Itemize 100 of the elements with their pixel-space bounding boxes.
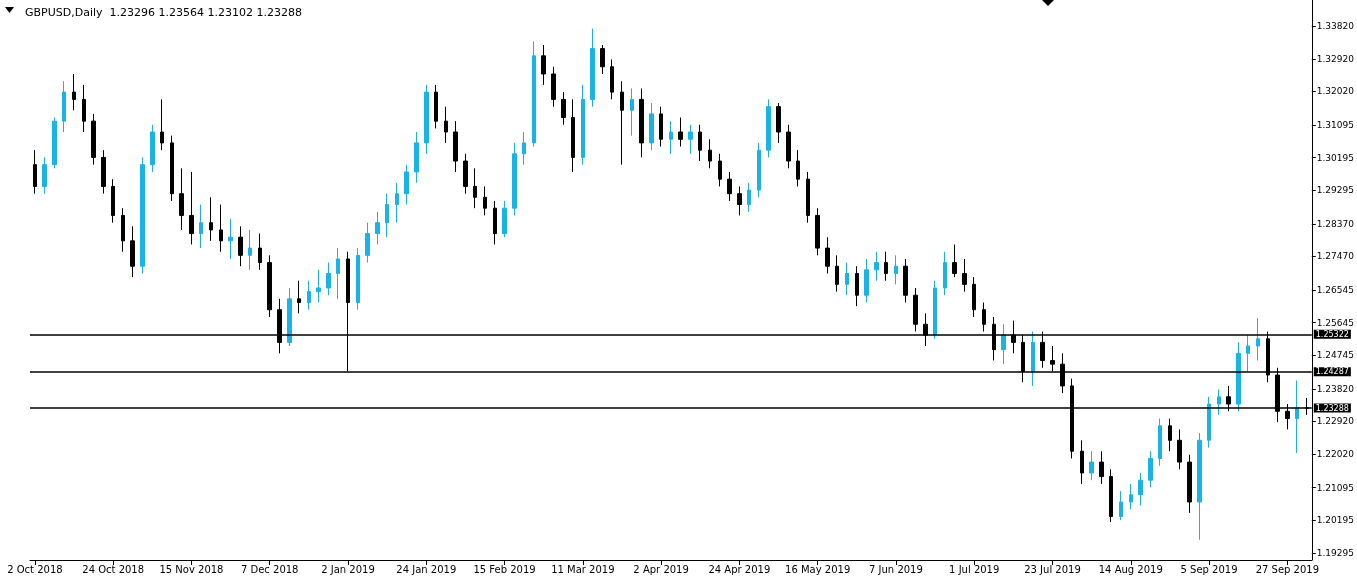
candlestick — [248, 229, 252, 271]
candlestick — [453, 120, 458, 173]
candlestick — [678, 117, 683, 148]
candlestick — [62, 80, 66, 133]
candlestick — [962, 258, 967, 293]
candlestick — [1187, 454, 1192, 514]
y-tick-label: 1.33820 — [1316, 21, 1355, 32]
y-tick-label: 1.30195 — [1316, 152, 1354, 163]
candlestick — [365, 222, 370, 264]
candlestick — [258, 233, 262, 271]
candlestick — [1295, 379, 1299, 454]
candlestick — [727, 171, 732, 202]
candlestick — [845, 262, 849, 296]
candlestick — [864, 258, 869, 303]
x-tick-label: 7 Jun 2019 — [869, 563, 923, 575]
candlestick — [179, 167, 184, 231]
candlestick — [238, 225, 243, 267]
candlestick — [1099, 450, 1104, 485]
candlestick — [140, 156, 145, 274]
x-tick-label: 14 Aug 2019 — [1098, 563, 1163, 575]
y-tick-label: 1.25645 — [1316, 317, 1354, 328]
x-tick-label: 2 Oct 2018 — [7, 563, 63, 575]
candlestick — [1119, 490, 1123, 521]
candlestick — [1158, 418, 1162, 467]
candlestick — [1148, 450, 1153, 488]
candlestick — [307, 280, 311, 311]
candlestick — [796, 149, 800, 187]
candlestick — [189, 171, 194, 245]
candlestick — [571, 98, 575, 173]
candlestick — [1129, 483, 1133, 510]
candlestick — [1001, 323, 1006, 365]
candlestick — [199, 204, 203, 249]
candlestick — [160, 98, 164, 151]
candlestick — [835, 254, 839, 293]
candlestick — [385, 193, 389, 238]
candlestick — [952, 243, 957, 278]
candlestick — [1236, 341, 1241, 412]
x-tick-label: 2 Apr 2019 — [633, 563, 689, 575]
candlestick — [473, 167, 477, 209]
candlestick — [404, 164, 409, 206]
candlestick — [943, 251, 947, 296]
candlestick — [72, 73, 76, 111]
candlestick — [1138, 472, 1143, 507]
candlestick — [630, 88, 634, 137]
candlestick — [639, 88, 644, 158]
candlestick — [434, 84, 438, 129]
y-tick-label: 1.26545 — [1316, 284, 1354, 295]
y-tick-label: 1.22920 — [1316, 416, 1355, 427]
candlestick — [121, 207, 125, 253]
candlestick — [972, 276, 976, 318]
x-tick-label: 7 Dec 2018 — [240, 563, 299, 575]
candlestick — [688, 124, 693, 155]
candlestick — [1256, 317, 1260, 362]
candlestick — [815, 207, 820, 256]
candlestick — [483, 185, 487, 216]
candlestick — [1246, 334, 1250, 372]
candlestick — [1177, 428, 1182, 470]
y-tick-label: 1.29295 — [1316, 185, 1354, 196]
candlestick — [91, 113, 96, 166]
y-tick-label: 1.22020 — [1316, 449, 1355, 460]
candlestick — [620, 80, 624, 166]
x-tick-label: 2 Jan 2019 — [321, 563, 375, 575]
y-tick-label: 1.28370 — [1316, 218, 1355, 229]
y-tick-label: 1.27470 — [1316, 251, 1355, 262]
y-tick-label: 1.20195 — [1316, 515, 1354, 526]
candlestick — [130, 225, 135, 278]
y-tick-label: 1.21095 — [1316, 482, 1354, 493]
candlestick — [493, 200, 497, 245]
candlestick — [1207, 396, 1211, 449]
candlestick — [737, 185, 742, 216]
x-tick-label: 27 Sep 2019 — [1255, 563, 1320, 575]
x-tick-label: 11 Mar 2019 — [551, 563, 615, 575]
candlestick — [219, 204, 223, 253]
candlestick — [825, 236, 830, 274]
candlestick — [1197, 432, 1202, 541]
candlestick — [42, 156, 47, 195]
candlestick — [903, 258, 908, 303]
y-tick-label: 1.19295 — [1316, 547, 1354, 558]
candlestick — [101, 149, 106, 195]
candlestick — [1217, 389, 1221, 416]
candlestick — [659, 106, 663, 148]
candlestick — [1031, 331, 1035, 387]
candlestick — [590, 28, 595, 108]
candlestick — [336, 247, 340, 300]
y-tick-label: 1.24745 — [1316, 350, 1354, 361]
x-tick-label: 24 Jan 2019 — [396, 563, 457, 575]
candlestick — [766, 98, 771, 158]
candlestick — [424, 84, 429, 155]
candlestick — [111, 178, 115, 224]
candlestick — [1089, 450, 1094, 481]
candlestick — [356, 247, 360, 311]
candlestick — [786, 124, 791, 169]
candlestick — [933, 280, 937, 340]
candlestick — [209, 196, 213, 242]
candlestick — [287, 287, 292, 347]
candlestick — [414, 131, 419, 184]
candlestick — [757, 142, 761, 198]
candlestick — [913, 287, 918, 332]
candlestick — [747, 182, 751, 213]
candlestick — [718, 153, 722, 187]
